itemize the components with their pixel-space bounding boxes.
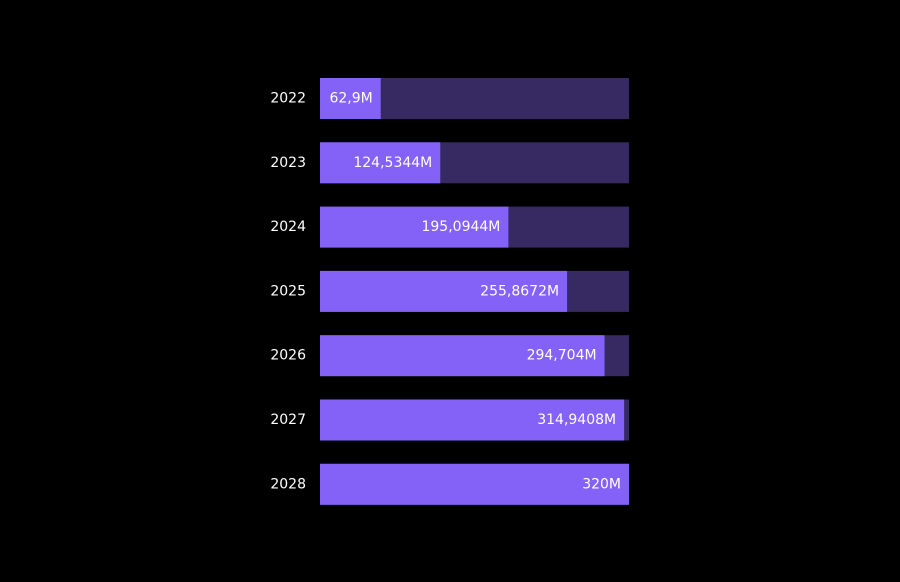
category-label-2022: 2022 bbox=[270, 91, 306, 107]
category-label-2028: 2028 bbox=[270, 476, 306, 492]
value-label-2026: 294,704M bbox=[527, 348, 597, 364]
value-label-2027: 314,9408M bbox=[537, 412, 616, 428]
value-label-2024: 195,0944M bbox=[421, 219, 500, 235]
bar-2025 bbox=[320, 270, 568, 312]
value-label-2025: 255,8672M bbox=[480, 283, 559, 299]
category-label-2026: 2026 bbox=[270, 348, 306, 364]
value-label-2022: 62,9M bbox=[329, 91, 372, 107]
bar-2024 bbox=[320, 206, 509, 248]
category-label-2025: 2025 bbox=[270, 283, 306, 299]
category-label-2027: 2027 bbox=[270, 412, 306, 428]
value-label-2023: 124,5344M bbox=[353, 155, 432, 171]
category-label-2023: 2023 bbox=[270, 155, 306, 171]
bar-2026 bbox=[320, 335, 605, 377]
bar-2027 bbox=[320, 399, 625, 441]
bar-2023 bbox=[320, 142, 441, 184]
bar-2022 bbox=[320, 78, 381, 119]
category-label-2024: 2024 bbox=[270, 219, 306, 235]
value-label-2028: 320M bbox=[582, 476, 621, 492]
bar-2028 bbox=[320, 463, 629, 505]
